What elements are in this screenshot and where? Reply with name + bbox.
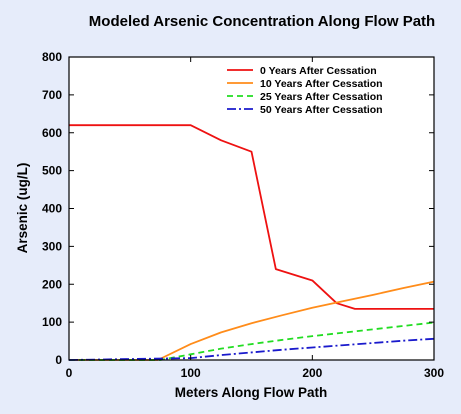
y-tick-label: 300	[42, 239, 62, 253]
series-line-1	[69, 280, 435, 361]
legend-label-3: 50 Years After Cessation	[260, 104, 383, 116]
y-tick-label: 700	[42, 88, 62, 102]
series-line-3	[68, 337, 435, 361]
chart-title: Modeled Arsenic Concentration Along Flow…	[89, 13, 435, 30]
x-tick-label: 0	[66, 366, 73, 380]
series-line-2	[69, 321, 435, 361]
legend-label-0: 0 Years After Cessation	[260, 65, 377, 77]
y-axis-label: Arsenic (ug/L)	[15, 163, 30, 254]
y-tick-label: 600	[42, 126, 62, 140]
y-tick-label: 0	[55, 353, 62, 367]
x-axis-label: Meters Along Flow Path	[175, 385, 328, 400]
series-layer	[68, 124, 435, 361]
legend-label-1: 10 Years After Cessation	[260, 78, 383, 90]
y-tick-label: 100	[42, 315, 62, 329]
ticks-layer: 0 100 200 300 0 100 200 300 400 500 600 700 800	[42, 50, 444, 380]
series-line-0	[69, 124, 434, 310]
legend-label-2: 25 Years After Cessation	[260, 91, 383, 103]
y-tick-label: 500	[42, 164, 62, 178]
x-tick-label: 100	[181, 366, 201, 380]
y-tick-label: 400	[42, 202, 62, 216]
y-tick-label: 200	[42, 277, 62, 291]
y-tick-label: 800	[42, 50, 62, 64]
x-tick-label: 300	[424, 366, 444, 380]
x-tick-label: 200	[302, 366, 322, 380]
